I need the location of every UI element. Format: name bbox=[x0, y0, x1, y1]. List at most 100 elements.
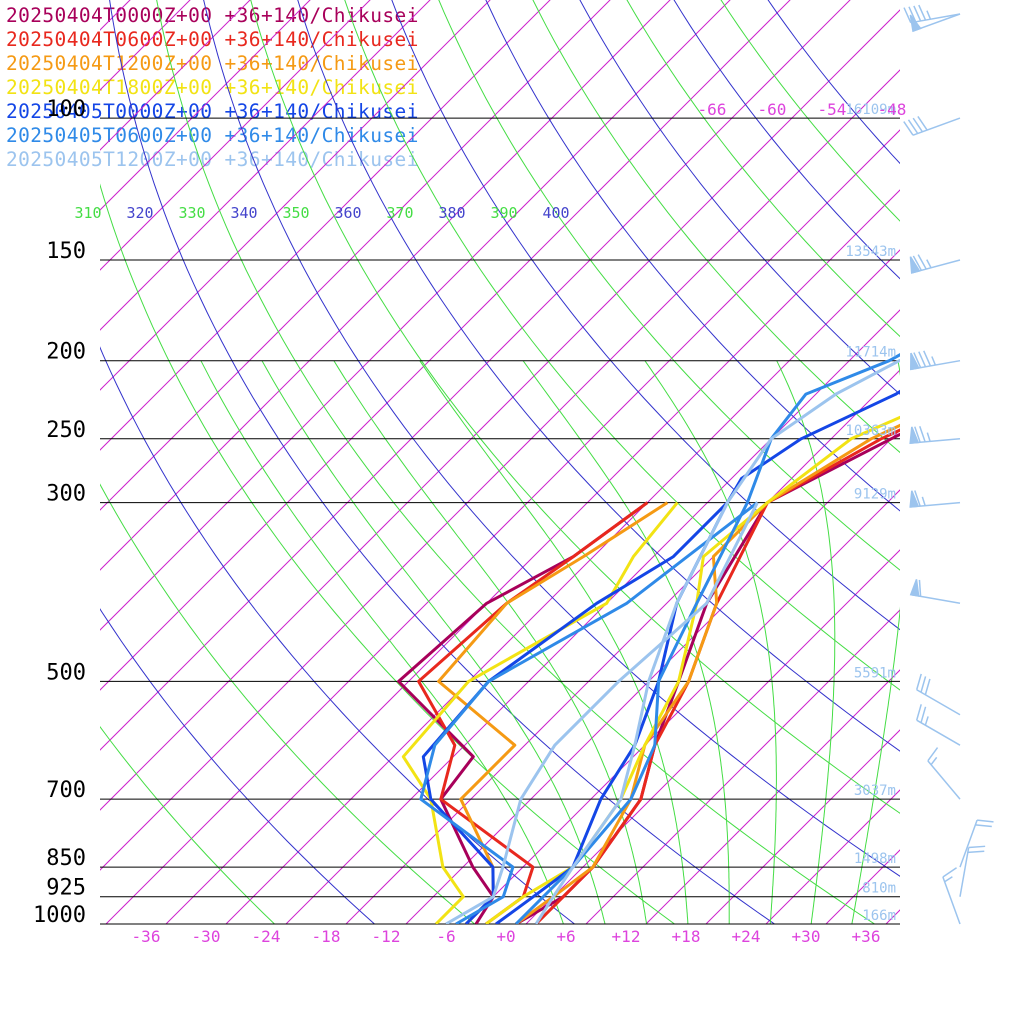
isotherm-line bbox=[100, 0, 431, 331]
isotherm-line bbox=[100, 0, 611, 511]
adiabat-line bbox=[100, 183, 676, 924]
wind-barb-full bbox=[912, 255, 923, 271]
wind-barb bbox=[909, 579, 961, 605]
adiabat-line bbox=[485, 0, 900, 512]
wind-barb-full bbox=[924, 678, 931, 695]
x-tick-label: -36 bbox=[132, 927, 161, 946]
wind-barb-full bbox=[915, 673, 922, 690]
adiabat-line bbox=[767, 0, 900, 165]
height-label: 16109m bbox=[845, 102, 896, 118]
isotherm-line bbox=[405, 429, 900, 924]
x-tick-label: -24 bbox=[252, 927, 281, 946]
wind-barb-full bbox=[977, 819, 994, 823]
isotherm-line bbox=[465, 489, 900, 924]
x-tick-label: -6 bbox=[436, 927, 455, 946]
temperature-line bbox=[514, 353, 900, 924]
isotherm-label: -54 bbox=[817, 100, 846, 119]
isotherm-line bbox=[105, 129, 900, 924]
wind-barb bbox=[909, 350, 961, 371]
wind-barb-full bbox=[915, 704, 922, 721]
adiabat-line bbox=[626, 0, 900, 338]
isotherm-line bbox=[100, 0, 851, 751]
wind-barb bbox=[909, 490, 961, 508]
isotherm-line bbox=[525, 549, 900, 924]
pressure-label: 200 bbox=[46, 340, 86, 365]
pressure-label: 925 bbox=[46, 876, 86, 901]
x-tick-label: +24 bbox=[732, 927, 761, 946]
wind-barb-pennant bbox=[909, 579, 920, 597]
wind-barb-half bbox=[944, 876, 953, 883]
wind-barb-full bbox=[923, 350, 932, 367]
isotherm-line bbox=[165, 189, 900, 924]
adiabat-line bbox=[156, 0, 876, 924]
theta-label: 380 bbox=[438, 204, 465, 222]
temperature-line bbox=[495, 389, 900, 924]
height-label: 1498m bbox=[854, 851, 896, 867]
height-label: 810m bbox=[862, 881, 896, 897]
x-tick-label: +30 bbox=[792, 927, 821, 946]
isotherm-line bbox=[225, 249, 900, 924]
isotherm-line bbox=[100, 0, 371, 271]
dewpoint-line bbox=[437, 501, 669, 924]
isotherm-line bbox=[929, 0, 1024, 941]
dewpoint-line bbox=[445, 501, 759, 924]
background-grid bbox=[100, 0, 1024, 941]
isotherm-line bbox=[285, 309, 900, 924]
height-label: 9129m bbox=[854, 487, 896, 503]
wind-barb-full bbox=[920, 706, 927, 723]
wind-barb-half bbox=[926, 10, 932, 20]
pressure-lines bbox=[100, 117, 900, 925]
height-label: 10363m bbox=[845, 423, 896, 439]
wind-barb-full bbox=[912, 117, 924, 133]
isotherm-label: -60 bbox=[757, 100, 786, 119]
adiabat-line bbox=[579, 0, 900, 395]
isotherm-line bbox=[100, 69, 900, 871]
legend-entry: 20250405T0000Z+00 +36+140/Chikusei bbox=[6, 100, 419, 123]
height-label: 13543m bbox=[845, 244, 896, 260]
adiabat-line bbox=[438, 0, 900, 571]
pressure-label: 850 bbox=[46, 846, 86, 871]
x-tick-label: +12 bbox=[612, 927, 641, 946]
pressure-label: 700 bbox=[46, 778, 86, 803]
wind-barb-staff bbox=[916, 719, 961, 746]
isotherm-line bbox=[100, 0, 731, 631]
adiabat-line bbox=[100, 346, 576, 924]
wind-barb-staff bbox=[959, 819, 978, 868]
wind-barb-staff bbox=[959, 847, 970, 897]
wind-barb-full bbox=[917, 254, 927, 270]
wind-barb bbox=[915, 704, 961, 746]
isotherm-line bbox=[100, 0, 311, 211]
isotherm-line bbox=[585, 609, 900, 924]
wind-barb-full bbox=[968, 845, 986, 849]
adiabat-line bbox=[109, 0, 776, 924]
theta-label: 370 bbox=[386, 204, 413, 222]
wind-barb-half bbox=[926, 432, 931, 442]
wind-barb-staff bbox=[916, 689, 961, 716]
x-tick-label: -18 bbox=[312, 927, 341, 946]
wind-barb-full bbox=[903, 121, 914, 136]
isotherm-line bbox=[100, 0, 671, 571]
height-label: 5591m bbox=[854, 665, 896, 681]
x-tick-label: -30 bbox=[192, 927, 221, 946]
wind-barb bbox=[959, 819, 994, 868]
wind-barb bbox=[903, 4, 961, 24]
adiabat-line bbox=[100, 608, 376, 924]
wind-barb-staff bbox=[927, 760, 961, 800]
adiabat-line bbox=[250, 0, 900, 814]
pressure-label: 300 bbox=[46, 482, 86, 507]
pressure-label: 250 bbox=[46, 418, 86, 443]
wind-barb bbox=[903, 115, 961, 136]
height-label: 166m bbox=[862, 908, 896, 924]
wind-barb bbox=[927, 747, 961, 800]
isotherm-line bbox=[825, 849, 900, 924]
wind-barb-pennant bbox=[909, 352, 920, 371]
moist-adiabat-line bbox=[851, 360, 900, 924]
pressure-label: 1000 bbox=[33, 903, 86, 928]
theta-label: 350 bbox=[282, 204, 309, 222]
wind-barb-staff bbox=[910, 13, 961, 24]
adiabat-line bbox=[297, 0, 900, 752]
wind-barb bbox=[909, 254, 961, 274]
wind-barb bbox=[959, 845, 986, 897]
dewpoint-line bbox=[421, 501, 729, 924]
adiabat-line bbox=[203, 0, 900, 877]
